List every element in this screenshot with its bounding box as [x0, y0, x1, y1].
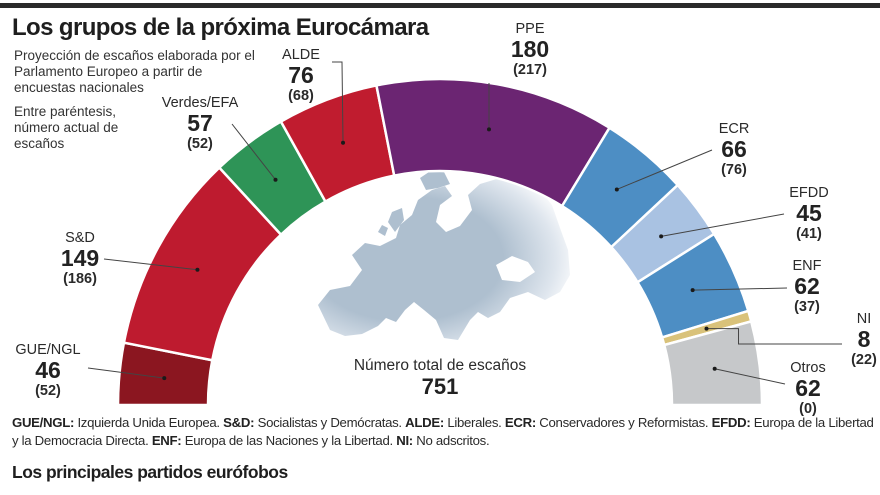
seat-value: 62 [794, 272, 820, 299]
top-rule [0, 3, 880, 8]
label-ni: NI 8 (22) [844, 312, 880, 367]
chart-title: Los grupos de la próxima Eurocámara [12, 14, 429, 41]
note-sd: S&D: Socialistas y Demócratas. [223, 415, 406, 430]
current-seats: (41) [796, 225, 822, 242]
party-name: EFDD [789, 185, 829, 201]
total-seats-value: 751 [421, 373, 459, 399]
party-name: S&D [65, 230, 95, 246]
leader-line [332, 61, 344, 143]
party-name: Verdes/EFA [161, 95, 239, 111]
leader-dot [195, 267, 200, 272]
leader-line [661, 213, 785, 237]
label-efdd: EFDD 45 (41) [784, 186, 834, 241]
current-seats: (37) [794, 298, 820, 315]
seat-value: 62 [795, 374, 821, 401]
leader-line [231, 123, 276, 181]
leader-dot [712, 366, 717, 371]
seat-value: 57 [187, 109, 213, 136]
leader-line [692, 287, 788, 291]
leader-dot [659, 234, 664, 239]
note-enf: ENF: Europa de las Naciones y la Liberta… [151, 433, 397, 448]
party-name: GUE/NGL [15, 342, 81, 358]
total-seats: Número total de escaños 751 [330, 358, 550, 398]
segment-otros [662, 319, 764, 407]
chart-intro: Proyección de escaños elaborada por el P… [14, 48, 255, 95]
leader-dot [341, 140, 346, 145]
seat-value: 149 [60, 244, 100, 271]
current-seats: (217) [513, 61, 547, 78]
leader-dot [162, 376, 167, 381]
leader-line [706, 328, 842, 345]
current-seats: (22) [851, 351, 877, 368]
label-s-and-d: S&D 149 (186) [52, 231, 108, 286]
note-alde: ALDE: Liberales. [405, 415, 505, 430]
party-name: Otros [790, 360, 826, 376]
seat-value: 76 [288, 61, 314, 88]
europe-map-icon [318, 170, 570, 340]
leader-dot [486, 127, 491, 132]
seat-value: 45 [796, 199, 822, 226]
label-ecr: ECR 66 (76) [712, 122, 756, 177]
note-ecr: ECR: Conservadores y Reformistas. [504, 415, 712, 430]
party-name: ALDE [282, 47, 320, 63]
current-seats: (0) [799, 400, 817, 417]
leader-line [616, 149, 713, 190]
section-subtitle: Los principales partidos eurófobos [12, 462, 288, 482]
abbreviation-notes: GUE/NGL: Izquierda Unida Europea. S&D: S… [12, 414, 874, 450]
current-seats: (186) [63, 270, 97, 287]
party-name: NI [856, 311, 872, 327]
seat-value: 180 [510, 35, 550, 62]
leader-dot [273, 177, 278, 182]
label-otros: Otros 62 (0) [785, 361, 831, 416]
label-alde: ALDE 76 (68) [275, 48, 327, 103]
seat-value: 66 [721, 135, 747, 162]
note-efdd: EFDD: Europa de la Libertad y la Democra… [12, 415, 874, 448]
leader-line [103, 258, 198, 271]
seat-value: 46 [35, 356, 61, 383]
leader-dot [690, 288, 695, 293]
current-seats: (52) [187, 135, 213, 152]
seat-value: 8 [857, 325, 871, 352]
leader-line [714, 368, 786, 385]
chart-note: Entre paréntesis, número actual de escañ… [14, 104, 119, 151]
leader-dot [704, 326, 709, 331]
party-name: PPE [515, 21, 545, 37]
note-ni: NI: No adscritos. [396, 433, 490, 448]
leader-line [87, 367, 165, 379]
label-verdes-efa: Verdes/EFA 57 (52) [158, 96, 242, 151]
label-gue-ngl: GUE/NGL 46 (52) [6, 343, 90, 398]
current-seats: (76) [721, 161, 747, 178]
total-seats-label: Número total de escaños [353, 357, 527, 374]
leader-dot [614, 187, 619, 192]
party-name: ECR [718, 121, 750, 137]
note-gue: GUE/NGL: Izquierda Unida Europea. [12, 415, 224, 430]
current-seats: (68) [288, 87, 314, 104]
current-seats: (52) [35, 382, 61, 399]
party-name: ENF [792, 258, 822, 274]
label-ppe: PPE 180 (217) [504, 22, 556, 77]
label-enf: ENF 62 (37) [787, 259, 827, 314]
